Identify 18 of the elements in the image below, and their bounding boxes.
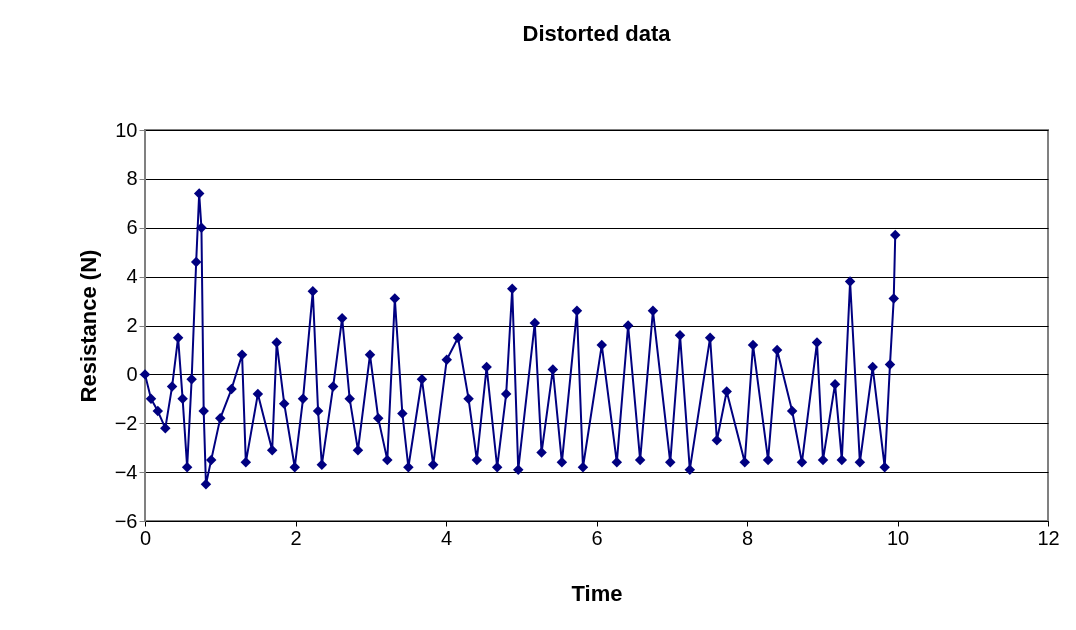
y-tick-label: −6: [114, 509, 138, 532]
y-tick-label: 0: [126, 362, 138, 385]
x-tick-label: 4: [440, 526, 453, 549]
x-tick-label: 10: [886, 526, 910, 549]
x-tick-label: 6: [591, 526, 603, 549]
y-tick-label: 2: [126, 314, 138, 336]
chart-title: Distorted data: [522, 21, 672, 46]
x-tick-label: 8: [741, 526, 754, 549]
y-tick-label: −4: [114, 460, 138, 483]
x-tick-label: 12: [1037, 526, 1060, 549]
x-axis-title: Time: [571, 580, 623, 606]
y-tick-label: −2: [114, 411, 138, 434]
x-tick-label: 2: [290, 526, 302, 549]
y-tick-label: 4: [126, 265, 138, 288]
y-tick-label: 8: [126, 167, 138, 190]
y-axis-title: Resistance (N): [75, 249, 101, 403]
y-tick-label: 6: [126, 216, 138, 239]
y-tick-label: 10: [115, 118, 138, 141]
